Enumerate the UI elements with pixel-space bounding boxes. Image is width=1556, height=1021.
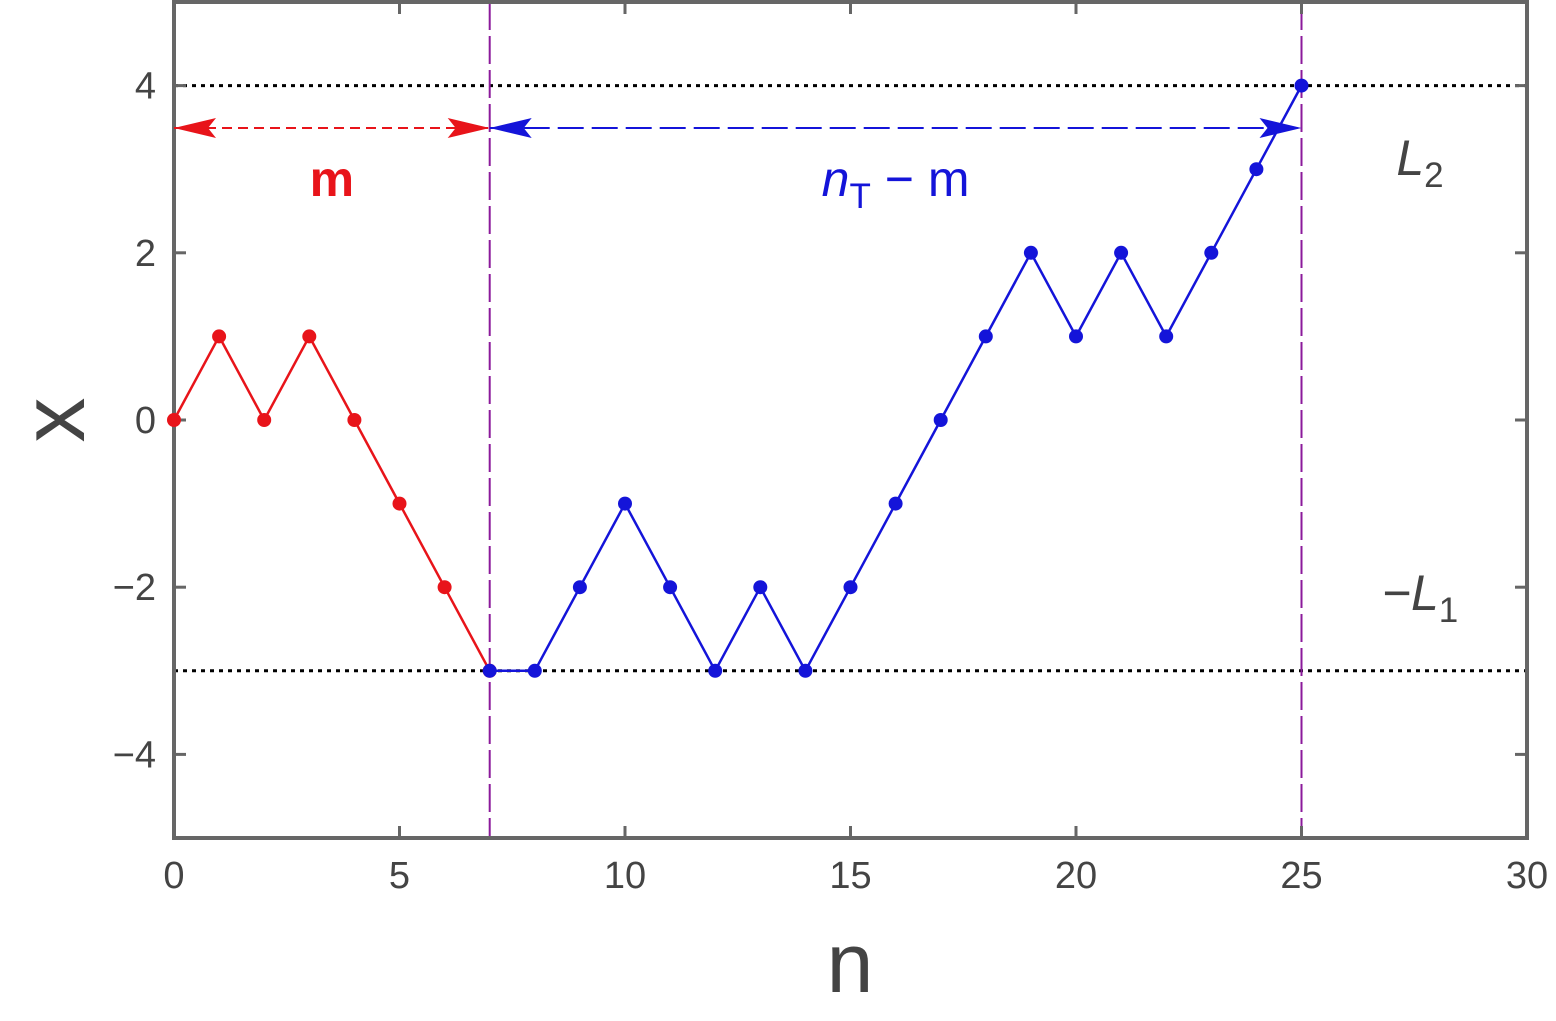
data-point <box>1249 162 1264 177</box>
data-point <box>572 580 587 595</box>
data-point <box>392 496 407 511</box>
y-tick-label: 4 <box>135 66 156 108</box>
arrow-head <box>1259 118 1302 138</box>
arrow-head <box>447 118 490 138</box>
data-point <box>257 413 272 427</box>
data-point <box>212 329 227 344</box>
x-tick-label: 20 <box>1055 855 1097 897</box>
data-point <box>933 413 948 427</box>
data-point <box>1023 245 1038 260</box>
arrow-head <box>174 118 216 138</box>
series-line <box>172 333 491 672</box>
data-point <box>482 663 497 678</box>
data-point <box>1069 329 1083 344</box>
data-point <box>888 496 903 511</box>
text-part: − m <box>871 151 970 207</box>
text-part: n <box>822 151 850 207</box>
x-tick-label: 5 <box>389 855 410 897</box>
x-tick-label: 25 <box>1280 855 1322 897</box>
y-axis-label: x <box>4 398 104 443</box>
data-point <box>663 580 678 595</box>
data-point <box>753 580 768 595</box>
data-point <box>978 329 993 344</box>
arrow-label: m <box>310 151 354 207</box>
data-point <box>527 663 542 678</box>
y-tick-label: −2 <box>113 567 156 609</box>
text-part: T <box>849 177 870 216</box>
data-point <box>1114 245 1129 260</box>
data-point <box>708 663 723 678</box>
data-point <box>1204 245 1219 260</box>
y-tick-label: 0 <box>135 400 156 442</box>
x-tick-label: 30 <box>1506 855 1548 897</box>
y-tick-label: 2 <box>135 233 156 275</box>
data-point <box>302 329 317 344</box>
x-tick-label: 15 <box>829 855 871 897</box>
data-point <box>1294 78 1309 93</box>
data-point <box>347 413 362 427</box>
data-point <box>167 413 181 427</box>
annotation: −L1 <box>1382 565 1458 630</box>
annotation: L2 <box>1396 130 1443 195</box>
arrow-label: nT − m <box>822 151 970 216</box>
data-point <box>1159 329 1174 344</box>
x-axis-label: n <box>827 916 874 1010</box>
data-point <box>618 496 632 511</box>
data-point <box>843 580 858 595</box>
text-part: 2 <box>1424 156 1443 195</box>
data-point <box>798 663 813 678</box>
text-part: L <box>1396 130 1424 186</box>
arrow-head <box>489 118 532 138</box>
text-part: −L <box>1382 565 1439 621</box>
x-tick-label: 10 <box>604 855 646 897</box>
x-tick-label: 0 <box>163 855 184 897</box>
y-tick-label: −4 <box>113 734 156 776</box>
data-point <box>437 580 452 595</box>
text-part: 1 <box>1439 591 1458 630</box>
